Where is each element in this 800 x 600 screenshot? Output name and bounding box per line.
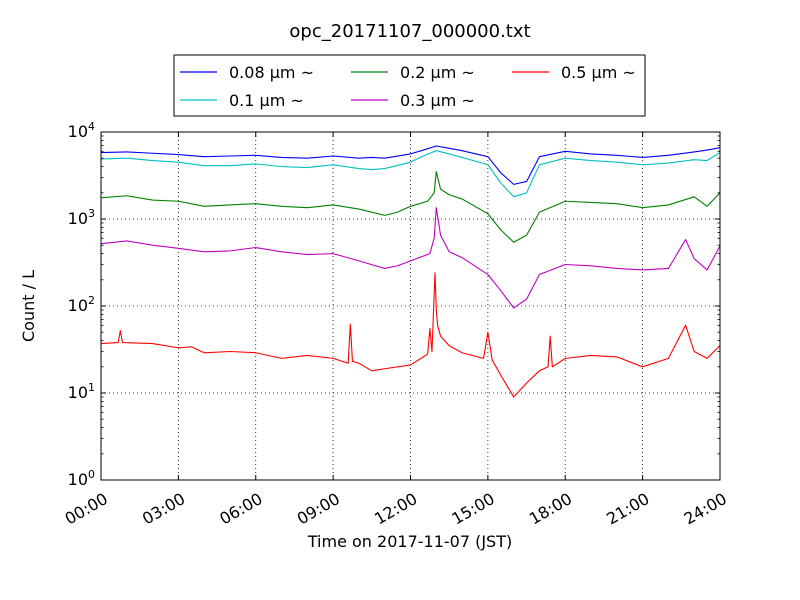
y-tick-label: 104 xyxy=(68,120,95,141)
chart-title: opc_20171107_000000.txt xyxy=(289,21,530,42)
y-tick-label: 101 xyxy=(68,381,95,402)
legend-label-1: 0.1 μm ~ xyxy=(229,91,304,110)
legend-label-3: 0.3 μm ~ xyxy=(400,91,475,110)
x-axis-label: Time on 2017-11-07 (JST) xyxy=(307,532,512,551)
series-line-0 xyxy=(100,145,721,185)
legend: 0.08 μm ~ 0.1 μm ~ 0.2 μm ~ 0.3 μm ~ 0.5 μm … xyxy=(173,54,646,117)
y-tick-label: 100 xyxy=(68,468,95,489)
y-tick-label: 103 xyxy=(68,207,95,228)
legend-label-4: 0.5 μm ~ xyxy=(561,63,636,82)
y-axis-label: Count / L xyxy=(19,270,38,342)
y-tick-label: 102 xyxy=(68,294,95,315)
legend-label-0: 0.08 μm ~ xyxy=(229,63,314,82)
legend-label-2: 0.2 μm ~ xyxy=(400,63,475,82)
series-layer xyxy=(100,145,721,398)
series-line-4 xyxy=(100,272,721,398)
series-line-2 xyxy=(100,171,721,243)
series-line-1 xyxy=(100,150,721,198)
series-line-3 xyxy=(100,207,721,309)
legend-frame xyxy=(173,54,646,117)
